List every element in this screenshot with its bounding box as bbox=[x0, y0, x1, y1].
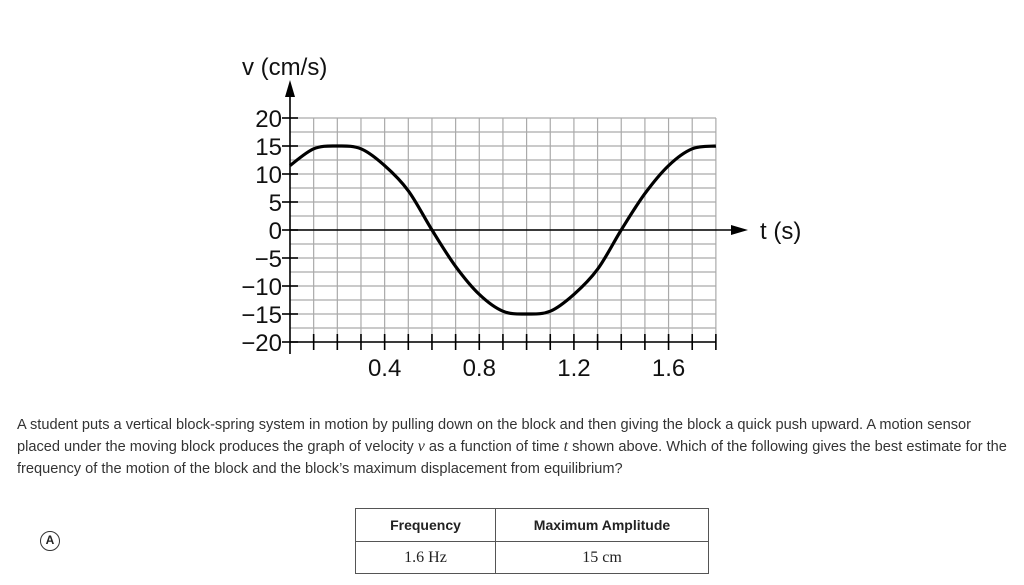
y-tick-label: 10 bbox=[255, 162, 282, 189]
amplitude-header: Maximum Amplitude bbox=[495, 508, 709, 542]
x-tick-label: 0.4 bbox=[368, 355, 401, 382]
y-tick-label: 0 bbox=[269, 218, 282, 245]
frequency-header: Frequency bbox=[355, 508, 496, 542]
x-tick-label: 1.6 bbox=[652, 355, 685, 382]
x-axis-label: t (s) bbox=[760, 218, 801, 245]
y-tick-label: 20 bbox=[255, 106, 282, 133]
velocity-curve bbox=[289, 144, 717, 316]
y-tick-label: −5 bbox=[255, 246, 282, 273]
y-tick-label: −20 bbox=[241, 330, 282, 357]
y-tick-label: −10 bbox=[241, 274, 282, 301]
choice-a-radio[interactable]: A bbox=[40, 531, 60, 551]
x-axis-arrow bbox=[731, 225, 748, 235]
frequency-value: 1.6 Hz bbox=[355, 541, 496, 574]
x-tick-label: 0.8 bbox=[463, 355, 496, 382]
y-tick-label: 5 bbox=[269, 190, 282, 217]
y-tick-label: 15 bbox=[255, 134, 282, 161]
y-tick-label: −15 bbox=[241, 302, 282, 329]
question-text: A student puts a vertical block-spring s… bbox=[17, 417, 1007, 477]
choice-a-table: Frequency Maximum Amplitude 1.6 Hz 15 cm bbox=[355, 508, 709, 574]
y-axis-label: v (cm/s) bbox=[242, 54, 327, 81]
x-tick-labels: 0.4 0.8 1.2 1.6 bbox=[368, 355, 685, 382]
x-tick-label: 1.2 bbox=[557, 355, 590, 382]
graph-axes bbox=[282, 80, 748, 354]
amplitude-value: 15 cm bbox=[495, 541, 709, 574]
y-axis-arrow bbox=[285, 80, 295, 97]
